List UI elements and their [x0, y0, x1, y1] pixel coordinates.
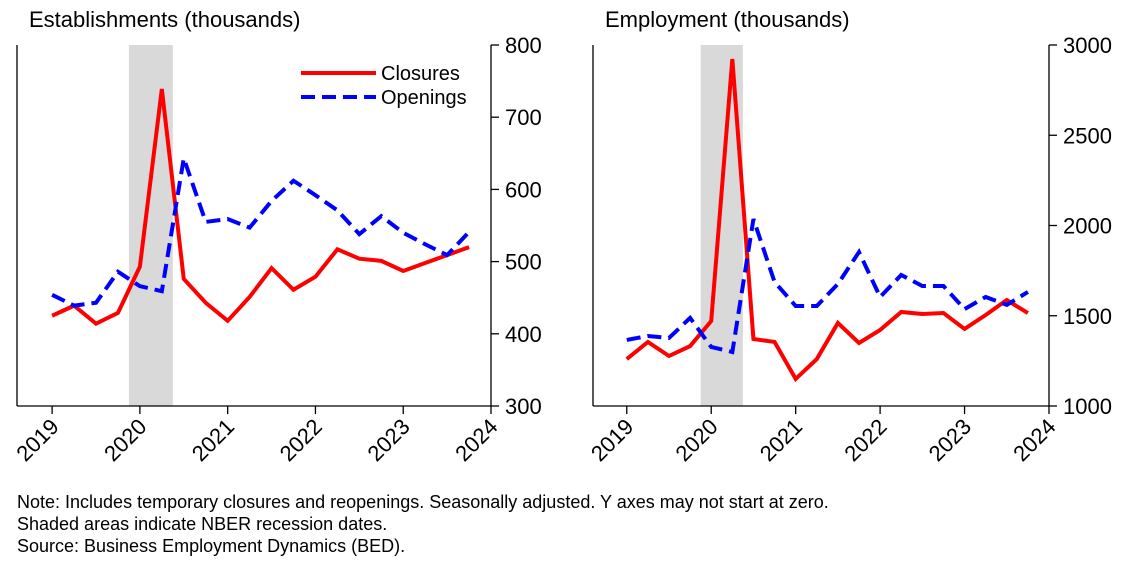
- note: Shaded areas indicate NBER recession dat…: [17, 514, 387, 534]
- note: Source: Business Employment Dynamics (BE…: [17, 536, 405, 556]
- note: Note: Includes temporary closures and re…: [17, 492, 829, 512]
- series-line: [625, 58, 1029, 383]
- x-tick-label: 2022: [839, 414, 891, 466]
- x-tick-label: 2020: [99, 414, 151, 466]
- x-tick-label: 2023: [362, 414, 414, 466]
- y-tick-label: 300: [505, 394, 542, 419]
- x-tick-label: 2024: [1008, 414, 1060, 466]
- x-tick-label: 2023: [924, 414, 976, 466]
- y-tick-label: 700: [505, 105, 542, 130]
- legend-label: Closures: [381, 63, 460, 85]
- x-tick-label: 2022: [275, 414, 327, 466]
- y-tick-label: 2000: [1063, 214, 1112, 239]
- series-line: [51, 157, 471, 308]
- x-tick-label: 2024: [450, 414, 502, 466]
- y-tick-label: 1000: [1063, 394, 1112, 419]
- x-tick-label: 2021: [187, 414, 239, 466]
- y-tick-label: 800: [505, 33, 542, 58]
- y-tick-label: 1500: [1063, 304, 1112, 329]
- y-tick-label: 3000: [1063, 33, 1112, 58]
- chart-title: Establishments (thousands): [29, 7, 300, 32]
- chart: Establishments (thousands) 300 400 500 600 70…: [11, 7, 541, 466]
- x-tick-label: 2019: [586, 414, 638, 466]
- series-line: [51, 88, 470, 327]
- y-tick-label: 600: [505, 177, 542, 202]
- chart: Employment (thousands) 1000 1500 2000 2500 30…: [586, 7, 1112, 466]
- series-line: [626, 218, 1029, 355]
- y-tick-label: 400: [505, 322, 542, 347]
- x-tick-label: 2019: [11, 414, 63, 466]
- y-tick-label: 2500: [1063, 123, 1112, 148]
- x-tick-label: 2020: [670, 414, 722, 466]
- chart-title: Employment (thousands): [605, 7, 850, 32]
- x-tick-label: 2021: [755, 414, 807, 466]
- y-tick-label: 500: [505, 250, 542, 275]
- legend-label: Openings: [381, 87, 467, 109]
- recession-band: [128, 45, 173, 406]
